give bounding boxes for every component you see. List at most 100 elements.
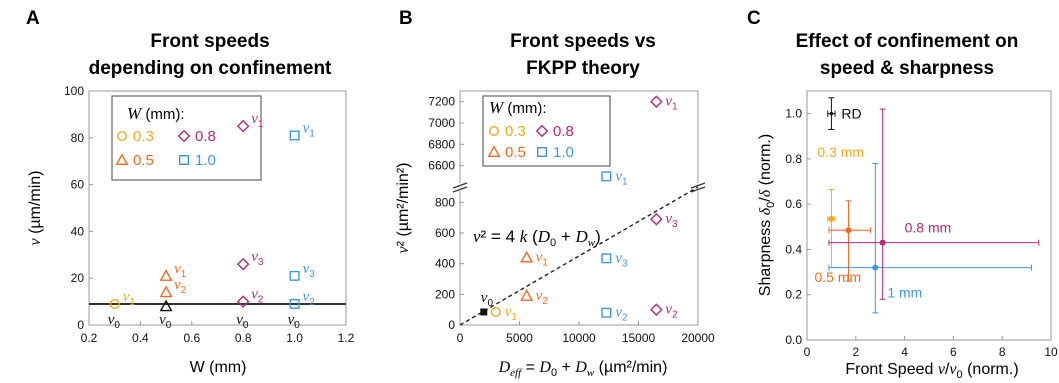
panel-b-xtick-label: 15000 (622, 331, 656, 345)
panel-c-point-label: RD (841, 106, 861, 122)
panel-a-point-label: v3 (251, 249, 264, 268)
panel-a-point-label: v1 (303, 120, 316, 139)
panel-a-legend-label: 0.8 (195, 128, 216, 145)
panel-b-point (601, 307, 612, 318)
panel-b-legend-marker (489, 125, 500, 136)
panel-b-point-label: v1 (505, 304, 518, 323)
panel-b-point (650, 212, 663, 226)
panel-a-legend-label: 0.5 (133, 152, 154, 169)
panel-b-point (601, 253, 612, 264)
panel-c-xtick-label: 4 (901, 345, 908, 359)
panel-a-point-label: v2 (251, 287, 264, 306)
panel-b-point (601, 171, 612, 182)
panel-a-xtick-label: 0.4 (132, 331, 149, 345)
panel-b-title-line1: Front speeds vs (510, 31, 656, 52)
panel-b-xtick-label: 5000 (506, 331, 533, 345)
panel-c-xtick-label: 2 (852, 345, 859, 359)
panel-b-point-label: v2 (615, 305, 628, 324)
panel-a-ytick-label: 80 (71, 131, 85, 145)
panel-a-xtick-label: 0.8 (235, 331, 252, 345)
panel-a-title-line2: depending on confinement (89, 58, 332, 79)
panel-c-point-label: 0.5 mm (814, 269, 861, 285)
panel-b-axis-break (690, 182, 706, 189)
panel-b-axis-break-gap (453, 183, 467, 191)
panel-a-ytick-label: 20 (71, 271, 85, 285)
panel-a-ytick-label: 60 (71, 178, 85, 192)
panel-b-ytick-label: 6800 (428, 137, 455, 151)
panel-a-legend-label: 0.3 (133, 128, 154, 145)
panel-b-ytick-label: 800 (435, 195, 455, 209)
panel-b-point-label: v1 (615, 168, 628, 187)
panel-b-point-label: v3 (665, 211, 678, 230)
panel-c-ytick-label: 1.0 (785, 107, 802, 121)
panel-b-fit-line (459, 186, 699, 326)
panel-b-point-label: v1 (536, 250, 549, 269)
panel-b-legend-label: 0.3 (505, 123, 526, 140)
panel-letter-a: A (26, 8, 40, 29)
panel-b-xlabel: Deff = D0 + Dw (µm²/min) (498, 359, 668, 379)
panel-b-legend-label: 0.8 (553, 123, 574, 140)
panel-a-chart: W (mm) v (µm/min) W (mm): 0.2 0.4 0.6 0.8 1.… (27, 84, 355, 376)
panel-c-xtick-label: 8 (999, 345, 1006, 359)
panel-c-ytick-label: 0.0 (785, 333, 802, 347)
panel-a-point (236, 119, 250, 133)
panel-a-xtick-label: 0.6 (183, 331, 200, 345)
panel-a-point-label: v2 (303, 289, 316, 308)
panel-b-legend-marker (537, 146, 548, 157)
panel-b-legend-marker (535, 124, 549, 138)
panel-a-legend-label: 1.0 (195, 152, 216, 169)
panel-b-xtick-label: 10000 (562, 331, 596, 345)
panel-c-title-line2: speed & sharpness (820, 58, 994, 79)
panel-letter-b: B (399, 8, 413, 29)
panel-letter-c: C (747, 8, 761, 29)
panel-c-ytick-label: 0.6 (785, 197, 802, 211)
panel-a-point (289, 270, 300, 281)
panel-c-title-line1: Effect of confinement on (796, 31, 1019, 52)
panel-a-xtick-label: 1.0 (286, 331, 303, 345)
panel-a-point-label: v3 (303, 261, 316, 280)
panel-a-v0-label: v0 (288, 312, 301, 331)
panel-c-point-label: 1 mm (887, 285, 922, 301)
panel-b-xtick-label: 0 (457, 331, 464, 345)
panel-c-point (828, 215, 835, 222)
panel-b-ytick-label: 400 (435, 257, 455, 271)
panel-b-point (520, 250, 534, 263)
panel-b-ytick-label: 200 (435, 287, 455, 301)
panel-b-v0-point (480, 308, 488, 316)
panel-c-ylabel: Sharpness δ0/δ (norm.) (757, 134, 777, 296)
panel-a-point-label: v1 (174, 261, 187, 280)
panel-a-point-label: v2 (174, 277, 187, 296)
panel-b-ytick-label: 600 (435, 226, 455, 240)
panel-c-point (829, 111, 834, 116)
panel-a-point-label: v1 (251, 111, 264, 130)
panel-b-xtick-label: 20000 (681, 331, 715, 345)
panel-a-frame (88, 90, 347, 326)
panel-a-point (289, 298, 300, 309)
panel-b-fit-label: v² = 4 k (D0 + Dw) (473, 227, 601, 249)
panel-b-axis-break (452, 182, 468, 189)
panel-c-xlabel: Front Speed v/v0 (norm.) (845, 361, 1018, 381)
panel-a-legend-title: W (mm): (127, 104, 185, 123)
panel-b-legend-label: 0.5 (505, 144, 526, 161)
panel-a-point (159, 269, 173, 281)
panel-a-point (289, 130, 300, 141)
panel-a-point (236, 257, 250, 271)
panel-b-point-label: v2 (536, 288, 549, 307)
panel-a-v0-label: v0 (108, 312, 121, 331)
panel-c-ytick-label: 0.4 (785, 242, 802, 256)
panel-c-point-label: 0.8 mm (905, 220, 952, 236)
panel-c-xtick-label: 10 (1044, 345, 1058, 359)
panel-c-point (872, 264, 879, 271)
panel-b-point (650, 303, 663, 316)
panel-c-ytick-label: 0.8 (785, 152, 802, 166)
panel-a-ytick-label: 100 (64, 84, 84, 98)
panel-a-legend-marker (115, 153, 129, 166)
panel-a-legend-marker (178, 154, 189, 165)
panel-c-point (879, 239, 886, 246)
panel-a-title-line1: Front speeds (150, 31, 269, 52)
panel-a-ylabel: v (µm/min) (27, 171, 44, 246)
panel-a-ytick-label: 0 (77, 318, 84, 332)
panel-b-point-label: v1 (665, 94, 678, 113)
panel-c-xtick-label: 6 (950, 345, 957, 359)
panel-c-point-label: 0.3 mm (817, 144, 864, 160)
